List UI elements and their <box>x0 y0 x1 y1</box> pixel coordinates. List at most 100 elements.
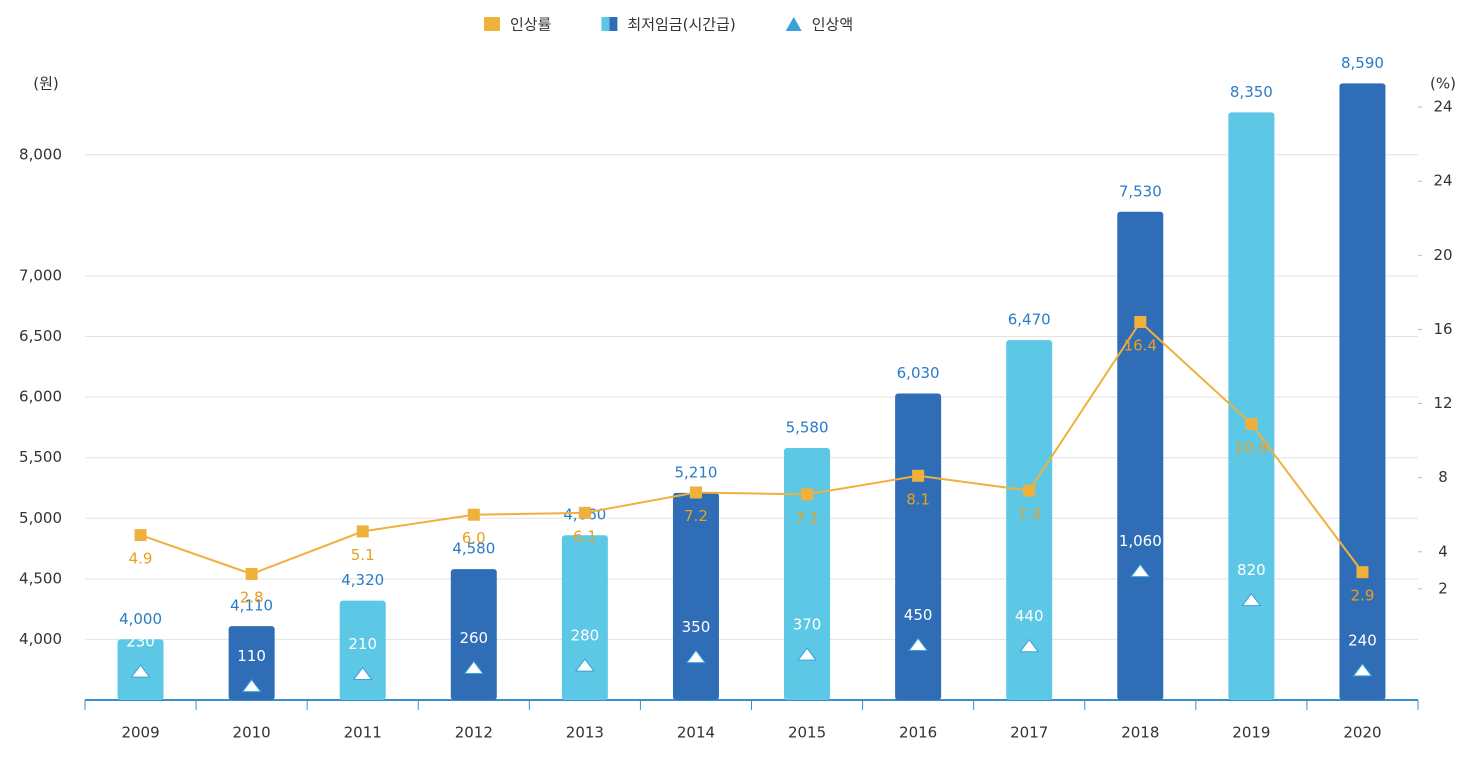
bar-value-label: 5,580 <box>786 419 829 437</box>
increase-marker <box>574 658 595 672</box>
rate-point <box>1245 417 1258 430</box>
rate-label: 2.8 <box>240 589 264 607</box>
bar <box>1228 112 1275 700</box>
bar <box>1339 83 1386 701</box>
bar <box>1006 340 1053 700</box>
bar <box>1117 211 1164 700</box>
legend-swatch <box>609 17 618 31</box>
bar-value-label: 5,210 <box>674 463 717 481</box>
increase-marker <box>1241 592 1262 607</box>
y2-tick-label: 4 <box>1438 542 1448 560</box>
legend-label: 인상률 <box>510 16 552 34</box>
rate-label: 7.3 <box>1017 505 1041 523</box>
rate-label: 10.9 <box>1235 438 1268 456</box>
legend-label: 인상액 <box>812 16 853 34</box>
x-tick-label: 2009 <box>121 724 159 742</box>
rate-point <box>801 488 814 501</box>
bar-value-label: 4,110 <box>230 597 273 615</box>
increase-marker <box>241 678 262 693</box>
increase-label: 240 <box>1348 631 1377 649</box>
rate-point <box>578 506 591 519</box>
rate-point <box>356 525 369 538</box>
rate-point <box>1356 566 1369 579</box>
increase-label: 260 <box>459 629 488 647</box>
rate-point <box>1023 484 1036 497</box>
x-tick-label: 2010 <box>233 724 271 742</box>
legend-swatch <box>601 17 610 31</box>
rate-point <box>467 508 480 521</box>
increase-label: 450 <box>904 606 933 624</box>
increase-marker <box>908 637 929 651</box>
legend-swatch <box>484 17 500 31</box>
y2-tick-label: 2 <box>1438 579 1448 597</box>
increase-marker <box>463 660 484 674</box>
bar-value-label: 4,000 <box>119 610 162 628</box>
rate-point <box>689 486 702 499</box>
bar <box>339 600 386 700</box>
bar <box>784 448 831 700</box>
x-tick-label: 2013 <box>566 724 604 742</box>
y-tick-label: 4,500 <box>19 569 62 587</box>
increase-label: 370 <box>793 616 822 634</box>
increase-label: 350 <box>682 618 711 636</box>
rate-label: 6.1 <box>573 527 597 545</box>
increase-marker <box>1019 638 1040 653</box>
x-tick-label: 2020 <box>1343 724 1381 742</box>
increase-label: 1,060 <box>1119 532 1162 550</box>
bar <box>228 626 275 700</box>
rate-line <box>140 320 1364 576</box>
increase-label: 820 <box>1237 561 1266 579</box>
y2-tick-label: 12 <box>1433 394 1452 412</box>
bar <box>450 569 497 700</box>
rate-label: 5.1 <box>351 546 375 564</box>
x-tick-label: 2018 <box>1121 724 1159 742</box>
bar-value-label: 8,590 <box>1341 54 1384 72</box>
rate-label: 4.9 <box>129 550 153 568</box>
rate-label: 16.4 <box>1124 337 1157 355</box>
increase-label: 110 <box>237 647 266 665</box>
rate-point <box>1134 316 1147 328</box>
increase-label: 440 <box>1015 607 1044 625</box>
bar <box>895 393 942 700</box>
increase-label: 210 <box>348 635 377 653</box>
bar-value-label: 4,580 <box>452 540 495 558</box>
bar-value-label: 8,350 <box>1230 83 1273 101</box>
rate-label: 7.2 <box>684 507 708 525</box>
rate-label: 7.1 <box>795 509 819 527</box>
y-axis-unit: (원) <box>33 75 59 93</box>
x-tick-label: 2019 <box>1232 724 1270 742</box>
y2-tick-label: 24 <box>1433 172 1452 190</box>
x-tick-label: 2014 <box>677 724 715 742</box>
legend-label: 최저임금(시간급) <box>627 16 735 34</box>
y2-tick-label: 16 <box>1433 320 1452 338</box>
increase-label: 280 <box>571 627 600 645</box>
rate-label: 8.1 <box>906 490 930 508</box>
bar-value-label: 4,320 <box>341 571 384 589</box>
bar <box>672 492 719 700</box>
x-tick-label: 2017 <box>1010 724 1048 742</box>
y-tick-label: 5,000 <box>19 509 62 527</box>
increase-marker <box>797 647 818 661</box>
x-tick-label: 2015 <box>788 724 826 742</box>
legend-swatch <box>785 17 802 31</box>
x-tick-label: 2011 <box>344 724 382 742</box>
bar-value-label: 6,030 <box>897 364 940 382</box>
bar-value-label: 6,470 <box>1008 311 1051 329</box>
y-tick-label: 6,000 <box>19 388 62 406</box>
increase-marker <box>130 664 151 678</box>
increase-label: 230 <box>126 633 155 651</box>
y2-axis-unit: (%) <box>1430 75 1456 93</box>
rate-label: 2.9 <box>1351 587 1375 605</box>
increase-marker <box>352 666 373 681</box>
y2-tick-label: 24 <box>1433 98 1452 116</box>
y-tick-label: 7,000 <box>19 266 62 284</box>
x-tick-label: 2012 <box>455 724 493 742</box>
increase-marker <box>1130 563 1151 578</box>
rate-point <box>245 568 258 580</box>
y2-tick-label: 8 <box>1438 468 1448 486</box>
y-tick-label: 4,000 <box>19 630 62 648</box>
y-tick-label: 6,500 <box>19 327 62 345</box>
rate-label: 6.0 <box>462 529 486 547</box>
increase-marker <box>685 649 706 664</box>
